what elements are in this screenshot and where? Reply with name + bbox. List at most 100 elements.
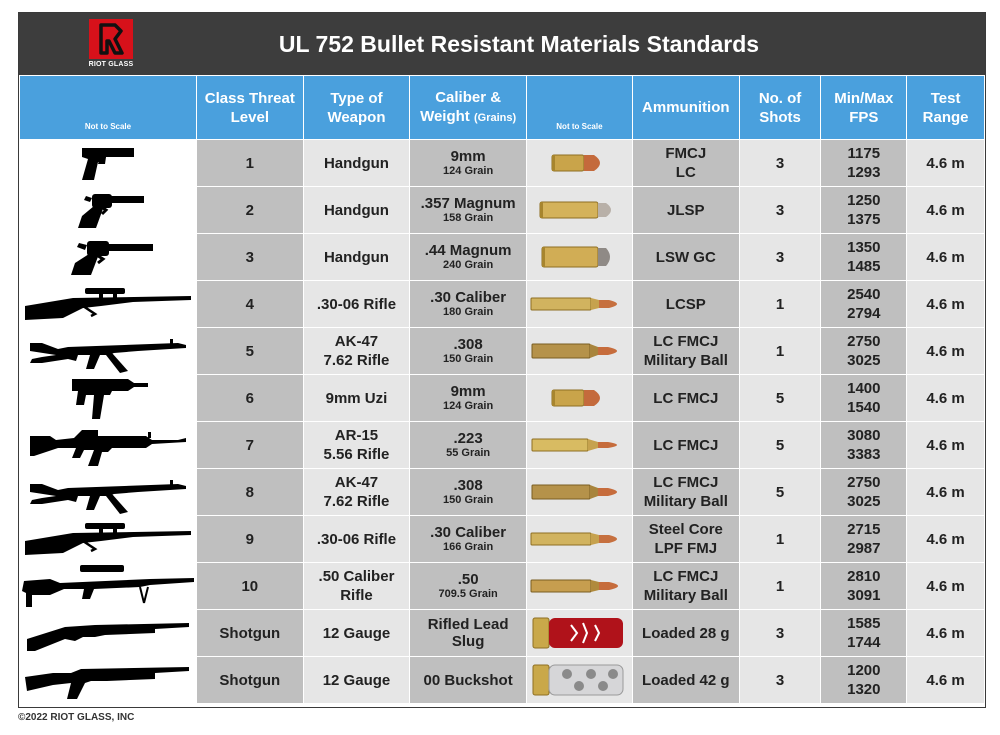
min-max-fps-cell: 2750 3025	[820, 468, 908, 516]
min-max-fps-cell: 1350 1485	[820, 233, 908, 281]
no-of-shots-cell: 1	[738, 327, 822, 375]
caliber: .357 Magnum	[420, 195, 516, 212]
type-of-weapon: AK-47 7.62 Rifle	[323, 474, 390, 510]
class-threat-level-cell: 5	[196, 327, 304, 375]
no-of-shots-cell: 1	[738, 515, 822, 563]
type-of-weapon-cell: .30-06 Rifle	[302, 515, 411, 563]
ammunition-cell: LC FMCJ	[631, 421, 740, 469]
header-row: Not to Scale Class Threat Level Type of …	[19, 75, 985, 140]
cartridge-image-cell	[525, 327, 633, 375]
fps-max: 1320	[847, 681, 881, 698]
no-of-shots: 3	[775, 201, 785, 219]
min-max-fps-cell: 3080 3383	[820, 421, 908, 469]
test-range-cell: 4.6 m	[906, 186, 985, 234]
weight-grains: 158 Grain	[443, 212, 494, 224]
no-of-shots-cell: 5	[738, 468, 822, 516]
bullet-9mm-icon	[527, 387, 632, 409]
min-max-fps-cell: 1585 1744	[820, 609, 908, 657]
type-of-weapon: 12 Gauge	[322, 671, 391, 689]
type-of-weapon-cell: .30-06 Rifle	[302, 280, 411, 328]
no-of-shots: 3	[775, 248, 785, 266]
weapon-silhouette-cell	[19, 468, 197, 516]
caliber: 00 Buckshot	[423, 671, 513, 689]
revolver-icon	[20, 188, 196, 232]
standards-table: Not to Scale Class Threat Level Type of …	[19, 75, 985, 704]
test-range: 4.6 m	[926, 530, 965, 548]
caliber: .308	[453, 477, 483, 494]
type-of-weapon-cell: AK-47 7.62 Rifle	[302, 327, 411, 375]
no-of-shots-cell: 3	[738, 609, 822, 657]
caliber: .44 Magnum	[424, 242, 512, 259]
type-of-weapon-cell: 12 Gauge	[302, 609, 411, 657]
ammunition-cell: LC FMCJ Military Ball	[631, 468, 740, 516]
type-of-weapon-cell: AR-15 5.56 Rifle	[302, 421, 411, 469]
ammunition-cell: LSW GC	[631, 233, 740, 281]
min-max-fps-cell: 1200 1320	[820, 656, 908, 704]
fps-max: 3091	[847, 587, 881, 604]
caliber-weight-cell: .357 Magnum 158 Grain	[409, 186, 527, 234]
cartridge-image-cell	[525, 280, 633, 328]
ammunition-cell: LC FMCJ Military Ball	[631, 327, 740, 375]
weight-grains: 150 Grain	[443, 353, 494, 365]
caliber-weight-cell: .308 150 Grain	[409, 327, 527, 375]
type-of-weapon: 9mm Uzi	[325, 389, 388, 407]
ammunition: LC FMCJ Military Ball	[643, 568, 728, 604]
test-range-cell: 4.6 m	[906, 327, 985, 375]
caliber: .30 Caliber	[430, 289, 507, 306]
test-range-cell: 4.6 m	[906, 468, 985, 516]
bullet-50-icon	[527, 577, 632, 595]
logo-mark	[89, 19, 133, 59]
test-range-cell: 4.6 m	[906, 374, 985, 422]
fps-max: 2987	[847, 540, 881, 557]
test-range-cell: 4.6 m	[906, 139, 985, 187]
type-of-weapon: Handgun	[323, 154, 389, 172]
class-threat-level: 4	[245, 295, 254, 313]
type-of-weapon: AK-47 7.62 Rifle	[323, 333, 390, 369]
weight-grains: 240 Grain	[443, 259, 494, 271]
bullet-223-icon	[527, 436, 632, 454]
bullet-rifle-icon	[527, 530, 632, 548]
fps-max: 3383	[847, 446, 881, 463]
min-max-fps-cell: 2715 2987	[820, 515, 908, 563]
test-range: 4.6 m	[926, 577, 965, 595]
caliber: .50	[457, 571, 479, 588]
type-of-weapon: 12 Gauge	[322, 624, 391, 642]
fps-min: 1250	[847, 192, 881, 209]
bullet-rifle-icon	[527, 295, 632, 313]
class-threat-level-cell: 4	[196, 280, 304, 328]
test-range: 4.6 m	[926, 201, 965, 219]
class-threat-level: 2	[245, 201, 254, 219]
test-range: 4.6 m	[926, 624, 965, 642]
type-of-weapon: .50 Caliber Rifle	[318, 568, 395, 604]
ammunition: LSW GC	[655, 248, 716, 266]
header-not-to-scale: Not to Scale	[19, 75, 197, 140]
table-row: 6 9mm Uzi 9mm 124 Grain LC FMCJ 5 1400 1540 4.6 …	[19, 374, 985, 422]
weapon-silhouette-cell	[19, 280, 197, 328]
fps-max: 1375	[847, 211, 881, 228]
ammunition-cell: LCSP	[631, 280, 740, 328]
ammunition: LC FMCJ Military Ball	[643, 333, 728, 369]
weapon-silhouette-cell	[19, 421, 197, 469]
cartridge-image-cell	[525, 374, 633, 422]
header-grains-label: (Grains)	[473, 111, 517, 124]
ammunition: Steel Core LPF FMJ	[648, 521, 723, 557]
test-range: 4.6 m	[926, 389, 965, 407]
type-of-weapon-cell: Handgun	[302, 139, 411, 187]
no-of-shots-cell: 3	[738, 139, 822, 187]
bullet-308-icon	[527, 482, 632, 502]
min-max-fps-cell: 1400 1540	[820, 374, 908, 422]
caliber-weight-cell: 9mm 124 Grain	[409, 139, 527, 187]
test-range: 4.6 m	[926, 154, 965, 172]
cartridge-image-cell	[525, 139, 633, 187]
type-of-weapon: .30-06 Rifle	[316, 530, 397, 548]
ammunition-cell: Loaded 42 g	[631, 656, 740, 704]
test-range-cell: 4.6 m	[906, 562, 985, 610]
class-threat-level: Shotgun	[219, 624, 281, 642]
fps-min: 2715	[847, 521, 881, 538]
test-range-cell: 4.6 m	[906, 421, 985, 469]
fps-max: 1540	[847, 399, 881, 416]
class-threat-level: 1	[245, 154, 254, 172]
weight-grains: 124 Grain	[443, 400, 494, 412]
fps-max: 3025	[847, 352, 881, 369]
test-range-cell: 4.6 m	[906, 515, 985, 563]
